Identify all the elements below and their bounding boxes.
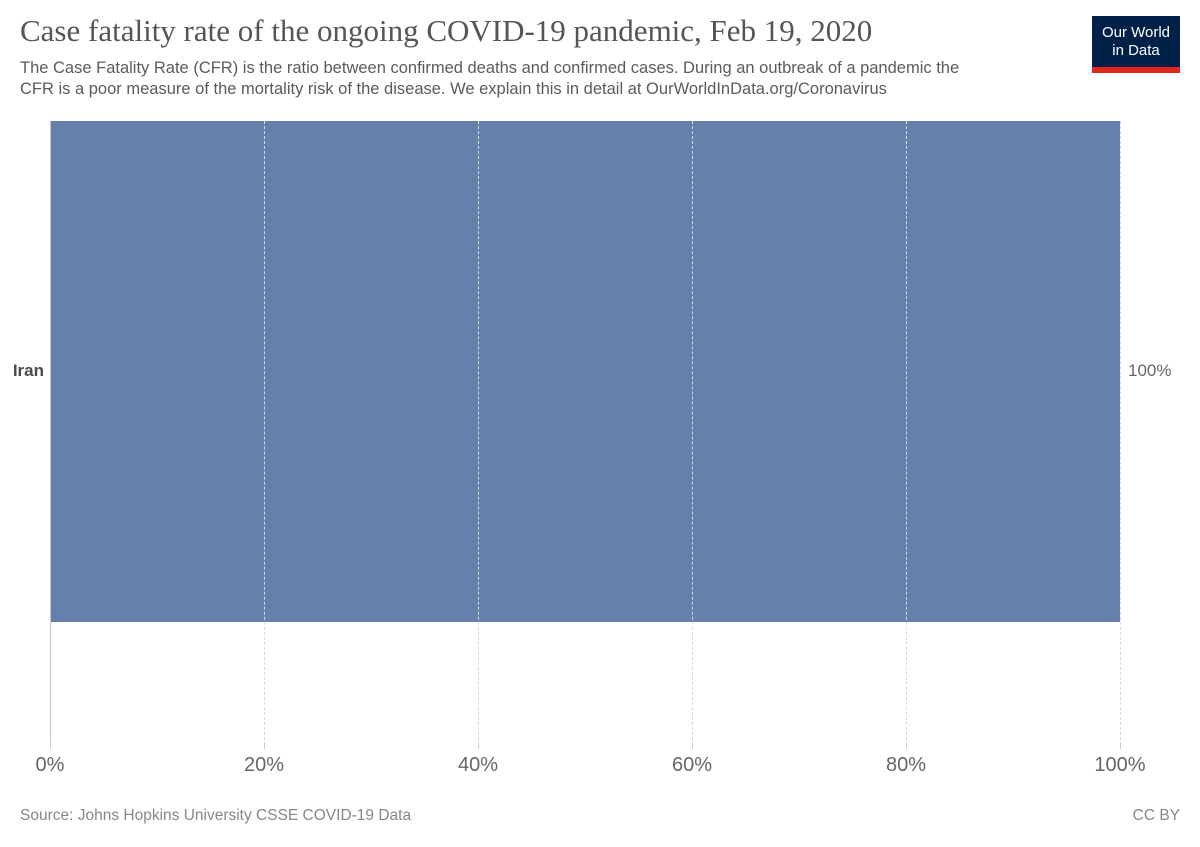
plot-area: 0% 20% 40% 60% 80% 100% bbox=[36, 121, 1146, 776]
x-tick-mark-0 bbox=[50, 742, 51, 749]
x-tick-label-20: 20% bbox=[243, 754, 285, 776]
owid-logo: Our World in Data bbox=[1092, 16, 1180, 73]
y-axis-line bbox=[50, 121, 51, 745]
chart-subtitle-line-1: The Case Fatality Rate (CFR) is the rati… bbox=[20, 59, 960, 77]
owid-logo-line-1: Our World bbox=[1101, 24, 1171, 41]
chart-subtitle: The Case Fatality Rate (CFR) is the rati… bbox=[20, 58, 959, 100]
value-label-iran: 100% bbox=[1128, 361, 1172, 380]
x-tick-mark-100 bbox=[1120, 742, 1121, 749]
x-tick-mark-20 bbox=[264, 742, 265, 749]
x-tick-mark-80 bbox=[906, 742, 907, 749]
license-text: CC BY bbox=[1132, 807, 1180, 824]
chart-footer: Source: Johns Hopkins University CSSE CO… bbox=[20, 807, 1180, 825]
x-tick-label-60: 60% bbox=[671, 754, 713, 776]
gridline-60 bbox=[692, 121, 693, 745]
gridline-100 bbox=[1120, 121, 1121, 745]
chart-subtitle-line-2: CFR is a poor measure of the mortality r… bbox=[20, 80, 887, 98]
x-tick-mark-60 bbox=[692, 742, 693, 749]
x-tick-label-100: 100% bbox=[1094, 754, 1146, 776]
bar-iran bbox=[50, 121, 1120, 622]
gridline-40 bbox=[478, 121, 479, 745]
x-tick-label-0: 0% bbox=[35, 754, 65, 776]
chart-title: Case fatality rate of the ongoing COVID-… bbox=[20, 13, 873, 48]
gridline-80 bbox=[906, 121, 907, 745]
x-tick-label-40: 40% bbox=[457, 754, 499, 776]
gridline-20 bbox=[264, 121, 265, 745]
owid-logo-line-2: in Data bbox=[1112, 42, 1160, 59]
x-tick-mark-40 bbox=[478, 742, 479, 749]
category-label-iran: Iran bbox=[12, 361, 44, 380]
x-tick-label-80: 80% bbox=[885, 754, 927, 776]
source-text: Source: Johns Hopkins University CSSE CO… bbox=[20, 807, 412, 824]
